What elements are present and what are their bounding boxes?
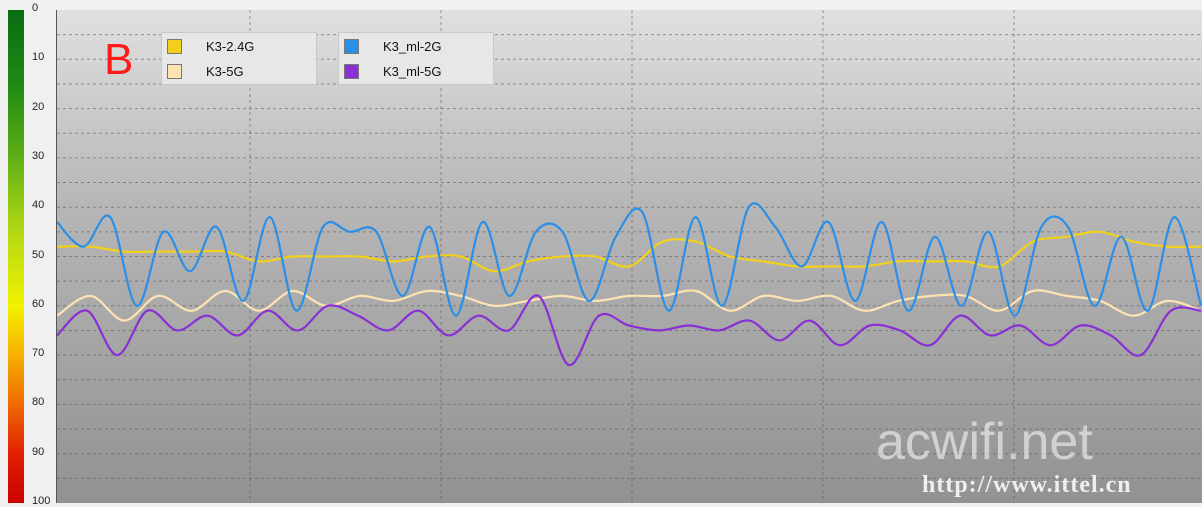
y-tick-label: 10	[32, 51, 45, 64]
legend-label: K3-2.4G	[206, 39, 255, 54]
y-tick-label: 0	[32, 2, 39, 14]
series-line-k3-ml-2g	[57, 202, 1202, 317]
panel-label: B	[104, 35, 134, 84]
legend-item-k3-5g: K3-5G	[162, 59, 316, 83]
legend-swatch	[344, 39, 359, 54]
legend-item-k3-24g: K3-2.4G	[162, 34, 316, 58]
legend-swatch	[167, 39, 182, 54]
y-tick-label: 90	[32, 445, 45, 458]
color-scale-bar	[8, 10, 24, 503]
y-tick-label: 40	[32, 199, 45, 212]
watermark-text: acwifi.net	[876, 413, 1093, 471]
series-line-k3-2-4g	[57, 230, 1202, 273]
legend-swatch	[167, 64, 182, 79]
watermark-url: http://www.ittel.cn	[922, 472, 1132, 498]
y-tick-label: 20	[32, 100, 45, 113]
y-tick-label: 80	[32, 396, 45, 409]
legend-item-k3-ml-2g: K3_ml-2G	[339, 34, 493, 58]
legend-swatch	[344, 64, 359, 79]
legend-label: K3_ml-5G	[383, 64, 442, 79]
series-line-k3-ml-5g	[57, 294, 1202, 367]
y-tick-label: 60	[32, 297, 45, 310]
y-tick-label: 30	[32, 149, 45, 162]
legend-box-left: K3-2.4G K3-5G	[161, 32, 317, 85]
legend-label: K3-5G	[206, 64, 244, 79]
legend-box-right: K3_ml-2G K3_ml-5G	[338, 32, 494, 85]
y-tick-label: 100	[32, 495, 51, 507]
y-tick-label: 50	[32, 248, 45, 261]
chart-canvas	[57, 10, 1202, 503]
plot-area	[56, 10, 1202, 503]
legend-label: K3_ml-2G	[383, 39, 442, 54]
legend-item-k3-ml-5g: K3_ml-5G	[339, 59, 493, 83]
y-tick-label: 70	[32, 347, 45, 360]
